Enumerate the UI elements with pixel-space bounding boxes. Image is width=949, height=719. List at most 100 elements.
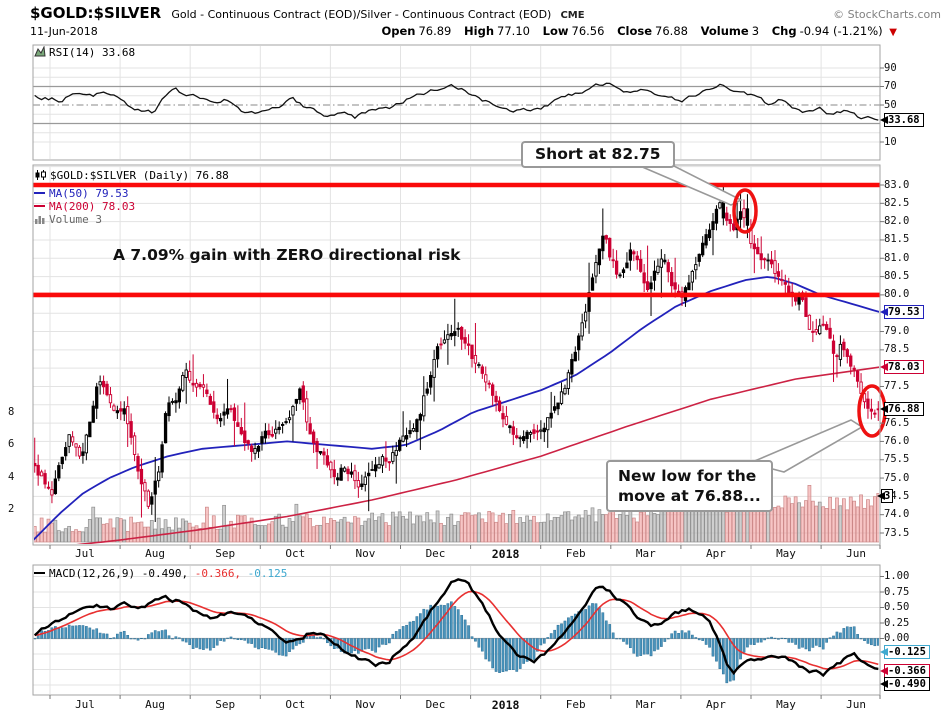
rsi-legend-label: RSI(14) 33.68 bbox=[49, 46, 136, 59]
macd-legend-label: MACD(12,26,9) -0.490, bbox=[49, 567, 189, 580]
month-label: Jun bbox=[846, 547, 867, 560]
rsi-panel-border bbox=[32, 44, 881, 161]
high-value: 77.10 bbox=[497, 24, 530, 38]
rsi-tick-label: 70 bbox=[884, 80, 897, 92]
macd-tick-label: 0.00 bbox=[884, 632, 910, 644]
month-label: Aug bbox=[145, 547, 166, 560]
volume-tick-label: 8 bbox=[8, 405, 15, 418]
macd-tick-label: 1.00 bbox=[884, 570, 910, 582]
new-low-annotation: New low for the move at 76.88... bbox=[606, 460, 773, 513]
month-label: Sep bbox=[215, 547, 236, 560]
month-label: Mar bbox=[635, 547, 656, 560]
price-tick-label: 76.5 bbox=[884, 416, 910, 429]
quote-row: Open 76.89 High 77.10 Low 76.56 Close 76.88 … bbox=[381, 24, 897, 38]
month-label: Jul bbox=[75, 547, 95, 560]
macd-histogram bbox=[34, 601, 879, 684]
month-label: Oct bbox=[285, 547, 306, 560]
price-tick-label: 80.0 bbox=[884, 288, 910, 301]
open-value: 76.89 bbox=[418, 24, 452, 38]
macd-tick-label: 0.75 bbox=[884, 585, 910, 598]
rsi-tick-label: 50 bbox=[884, 98, 897, 111]
price-tick-label: 77.5 bbox=[884, 379, 910, 392]
chg-label: Chg bbox=[771, 24, 797, 38]
main-legend-label: $GOLD:$SILVER (Daily) 76.88 bbox=[50, 169, 229, 182]
rsi-tick-label: 10 bbox=[884, 135, 897, 148]
symbol-title: $GOLD:$SILVER bbox=[30, 4, 162, 22]
rsi-line bbox=[34, 82, 879, 121]
quote-date: 11-Jun-2018 bbox=[30, 25, 98, 38]
volume-value: 3 bbox=[751, 24, 760, 38]
macd-panel-border bbox=[32, 564, 881, 696]
chart-header: $GOLD:$SILVER Gold - Continuous Contract… bbox=[30, 3, 585, 22]
macd-signal-value: -0.366, bbox=[188, 567, 242, 580]
short-annotation: Short at 82.75 bbox=[521, 141, 675, 168]
price-tick-label: 83.0 bbox=[884, 178, 910, 191]
macd-line-icon bbox=[34, 572, 45, 574]
low-label: Low bbox=[542, 24, 569, 38]
volume-legend-label: Volume 3 bbox=[49, 213, 102, 226]
price-tick-label: 82.0 bbox=[884, 215, 910, 228]
month-label: Oct bbox=[285, 698, 306, 711]
month-label: Jun bbox=[846, 698, 867, 711]
main-legend-title: $GOLD:$SILVER (Daily) 76.88 bbox=[34, 169, 229, 182]
ma200-legend-label: MA(200) 78.03 bbox=[49, 200, 136, 213]
month-label: Dec bbox=[425, 698, 446, 711]
month-label: 2018 bbox=[491, 547, 520, 561]
volume-label: Volume bbox=[700, 24, 749, 38]
change-down-arrow-icon[interactable]: ▼ bbox=[889, 27, 897, 38]
price-tick-label: 75.5 bbox=[884, 453, 910, 466]
price-tick-label: 81.0 bbox=[884, 251, 910, 264]
rsi-legend: RSI(14) 33.68 bbox=[34, 45, 136, 59]
rsi-area-icon bbox=[34, 45, 46, 57]
price-tick-label: 82.5 bbox=[884, 196, 910, 209]
macd-tick-label: 0.50 bbox=[884, 601, 910, 613]
open-label: Open bbox=[381, 24, 416, 38]
short-entry-circle bbox=[732, 188, 758, 234]
ma50-legend: MA(50) 79.53 bbox=[34, 187, 128, 200]
month-label: Apr bbox=[705, 698, 726, 711]
macd-signal-tag: -0.366 bbox=[884, 664, 930, 678]
candlesticks bbox=[34, 183, 879, 522]
price-tick-label: 80.5 bbox=[884, 270, 910, 283]
month-label: May bbox=[776, 698, 796, 711]
gain-annotation: A 7.09% gain with ZERO directional risk bbox=[113, 246, 461, 264]
new-low-line2: move at 76.88... bbox=[618, 487, 761, 506]
price-tick-label: 73.5 bbox=[884, 526, 910, 539]
ma200-line-icon bbox=[34, 205, 45, 207]
high-label: High bbox=[464, 24, 495, 38]
month-label: Apr bbox=[705, 547, 726, 560]
volume-legend: Volume 3 bbox=[34, 213, 102, 226]
ma50-line-icon bbox=[34, 192, 45, 194]
month-label: Feb bbox=[565, 547, 586, 560]
volume-tick-label: 4 bbox=[8, 470, 15, 483]
volume-value-tag: 3 bbox=[881, 489, 894, 503]
last-price-tag: 76.88 bbox=[884, 402, 924, 416]
candlestick-style-icon bbox=[35, 170, 46, 180]
price-tick-label: 78.5 bbox=[884, 343, 910, 356]
month-label: Nov bbox=[355, 698, 376, 711]
stockcharts-copyright-link[interactable]: © StockCharts.com bbox=[833, 8, 941, 21]
exchange-label: CME bbox=[560, 10, 585, 21]
month-label: Jul bbox=[75, 698, 95, 711]
month-label: May bbox=[776, 547, 796, 560]
ma200-legend: MA(200) 78.03 bbox=[34, 200, 135, 213]
close-value: 76.88 bbox=[655, 24, 688, 38]
ma50-value-tag: 79.53 bbox=[884, 305, 924, 319]
macd-tick-label: 0.25 bbox=[884, 616, 910, 629]
price-tick-label: 74.0 bbox=[884, 508, 910, 521]
month-label: Nov bbox=[355, 547, 376, 560]
price-tick-label: 81.5 bbox=[884, 233, 910, 246]
symbol-description: Gold - Continuous Contract (EOD)/Silver … bbox=[171, 8, 552, 21]
macd-line bbox=[34, 578, 879, 678]
rsi-tick-label: 90 bbox=[884, 61, 897, 74]
price-tick-label: 79.0 bbox=[884, 325, 910, 338]
macd-hist-value: -0.125 bbox=[241, 567, 288, 580]
ma200-value-tag: 78.03 bbox=[884, 360, 924, 374]
rsi-value-tag: 33.68 bbox=[884, 113, 924, 127]
volume-bars-icon bbox=[35, 216, 45, 224]
ma50-legend-label: MA(50) 79.53 bbox=[49, 187, 129, 200]
month-label: Mar bbox=[635, 698, 656, 711]
month-label: Aug bbox=[145, 698, 166, 711]
